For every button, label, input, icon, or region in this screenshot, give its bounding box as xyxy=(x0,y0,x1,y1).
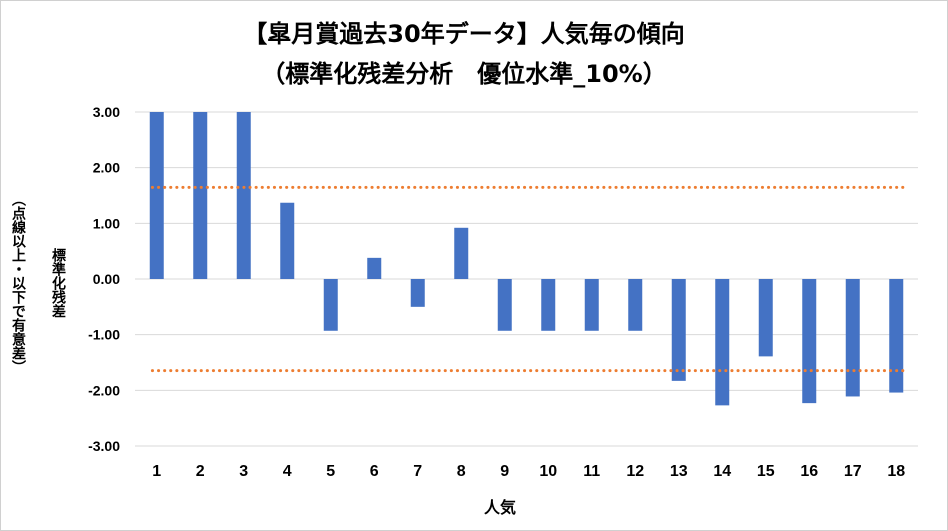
bar xyxy=(889,279,904,393)
x-tick-label: 16 xyxy=(800,463,818,480)
x-tick-label: 11 xyxy=(583,463,600,480)
bar xyxy=(454,227,469,279)
bar xyxy=(410,279,425,307)
bar xyxy=(236,112,251,279)
x-tick-label: 13 xyxy=(670,463,688,480)
chart-title: 【皐月賞過去30年データ】人気毎の傾向 xyxy=(243,20,685,48)
x-axis-label: 人気 xyxy=(483,498,516,517)
x-tick-label: 12 xyxy=(626,463,644,480)
bar xyxy=(323,279,338,331)
bar xyxy=(149,112,164,279)
x-tick-label: 6 xyxy=(370,463,379,480)
x-tick-label: 15 xyxy=(757,463,775,480)
bar xyxy=(715,279,730,406)
x-tick-label: 18 xyxy=(887,463,905,480)
x-tick-label: 5 xyxy=(326,463,335,480)
x-tick-label: 2 xyxy=(196,463,205,480)
y-tick-label: 2.00 xyxy=(93,160,120,176)
bar xyxy=(628,279,643,331)
y-tick-label: 0.00 xyxy=(93,271,120,287)
y-tick-label: -2.00 xyxy=(88,382,120,398)
bar xyxy=(802,279,817,404)
bar xyxy=(280,202,295,279)
x-tick-label: 17 xyxy=(844,463,862,480)
bar xyxy=(671,279,686,381)
x-tick-label: 8 xyxy=(457,463,466,480)
y-tick-label: -1.00 xyxy=(88,327,120,343)
x-tick-label: 14 xyxy=(713,463,731,480)
x-tick-label: 10 xyxy=(539,463,557,480)
y-tick-label: -3.00 xyxy=(88,438,120,454)
bar xyxy=(541,279,556,331)
y-tick-label: 3.00 xyxy=(93,104,120,120)
chart-subtitle: （標準化残差分析 優位水準_10%） xyxy=(261,60,667,88)
bar xyxy=(845,279,860,397)
y-axis-label-line-1: 標準化残差 xyxy=(50,248,66,318)
bar xyxy=(758,279,773,357)
bar xyxy=(584,279,599,331)
x-tick-label: 9 xyxy=(500,463,509,480)
x-tick-label: 1 xyxy=(152,463,161,480)
x-tick-label: 7 xyxy=(413,463,422,480)
bar xyxy=(497,279,512,331)
bar xyxy=(367,257,382,279)
y-axis-label-line-2: （点線以上・以下で有意差） xyxy=(10,192,26,374)
y-tick-label: 1.00 xyxy=(93,215,120,231)
y-axis-label: 標準化残差 （点線以上・以下で有意差） xyxy=(0,143,88,423)
x-tick-label: 4 xyxy=(283,463,292,480)
bar xyxy=(193,112,208,279)
x-tick-label: 3 xyxy=(239,463,248,480)
